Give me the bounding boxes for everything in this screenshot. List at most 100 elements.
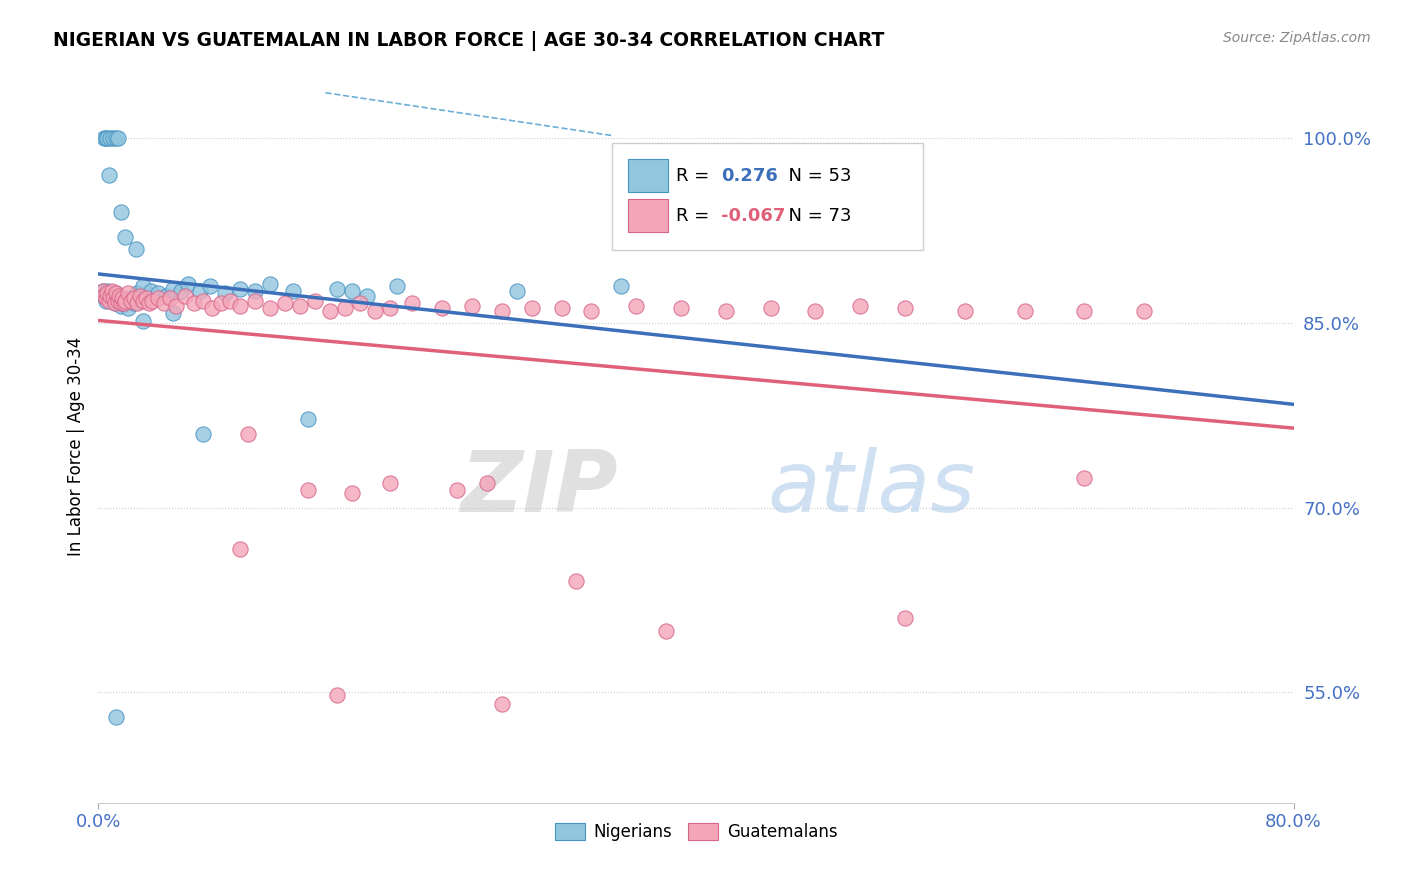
Point (342, 485, 364, 500)
Point (581, 303, 603, 318)
FancyBboxPatch shape (628, 199, 668, 232)
Point (112, 296, 135, 310)
Point (120, 293, 142, 308)
Point (446, 483, 468, 498)
Point (98, 131, 122, 145)
Point (953, 303, 976, 318)
Point (326, 688, 349, 702)
FancyBboxPatch shape (613, 143, 922, 250)
Point (108, 289, 131, 303)
Point (108, 293, 131, 308)
Point (245, 284, 267, 298)
Point (1014, 303, 1036, 318)
Point (98, 286, 122, 301)
Point (103, 291, 125, 305)
Text: 0.276: 0.276 (721, 167, 778, 185)
Point (105, 286, 128, 301)
Point (342, 284, 364, 298)
Text: N = 53: N = 53 (778, 167, 852, 185)
Point (117, 286, 139, 301)
Point (96, 284, 118, 298)
Point (96, 131, 118, 145)
Point (98, 289, 122, 303)
Point (894, 611, 917, 625)
Point (364, 303, 387, 318)
FancyBboxPatch shape (628, 159, 668, 192)
Point (378, 301, 401, 316)
Point (304, 293, 326, 308)
Point (1073, 471, 1095, 485)
Point (297, 412, 319, 426)
Point (1073, 303, 1095, 318)
Point (97, 291, 120, 305)
Point (491, 303, 513, 318)
Point (162, 306, 184, 320)
Point (94, 293, 117, 308)
Point (107, 291, 129, 305)
Point (236, 426, 259, 441)
Point (103, 131, 125, 145)
Point (107, 293, 129, 308)
Text: R =: R = (676, 167, 714, 185)
Point (111, 291, 134, 305)
Point (259, 301, 281, 316)
Point (120, 291, 142, 305)
Point (127, 296, 149, 310)
Point (153, 296, 176, 310)
Point (401, 296, 423, 310)
Point (169, 284, 191, 298)
Point (274, 296, 297, 310)
Point (849, 299, 872, 313)
Point (349, 296, 371, 310)
Point (132, 293, 155, 308)
Point (114, 230, 136, 244)
Point (105, 131, 128, 145)
Point (155, 289, 177, 303)
Point (110, 296, 132, 310)
Point (132, 279, 155, 293)
Point (550, 301, 572, 316)
Point (259, 277, 281, 291)
Point (610, 279, 633, 293)
Point (655, 624, 678, 638)
Point (103, 289, 125, 303)
Point (91, 284, 114, 298)
Point (93, 289, 115, 303)
Point (127, 286, 149, 301)
Point (94, 131, 117, 145)
Point (1133, 303, 1156, 318)
Point (117, 301, 139, 316)
Point (430, 301, 453, 316)
Point (229, 542, 252, 557)
Point (491, 698, 513, 712)
Point (114, 293, 136, 308)
Point (759, 301, 782, 316)
Point (111, 291, 134, 305)
Point (139, 284, 162, 298)
Point (132, 313, 155, 327)
Point (475, 475, 498, 490)
Point (91, 284, 114, 298)
Text: R =: R = (676, 207, 714, 225)
Point (191, 426, 214, 441)
Point (104, 296, 127, 310)
Point (229, 281, 252, 295)
Text: -0.067: -0.067 (721, 207, 786, 225)
Point (104, 296, 127, 310)
Point (162, 281, 184, 295)
Point (356, 289, 378, 303)
Point (105, 286, 128, 301)
Point (288, 299, 311, 313)
Point (183, 296, 205, 310)
Point (804, 303, 827, 318)
Text: Source: ZipAtlas.com: Source: ZipAtlas.com (1223, 31, 1371, 45)
Point (148, 291, 170, 305)
Point (125, 242, 148, 256)
Point (105, 709, 128, 723)
Point (124, 296, 146, 310)
Point (112, 296, 135, 310)
Point (714, 303, 737, 318)
Point (177, 277, 200, 291)
Point (107, 131, 129, 145)
Point (159, 291, 181, 305)
